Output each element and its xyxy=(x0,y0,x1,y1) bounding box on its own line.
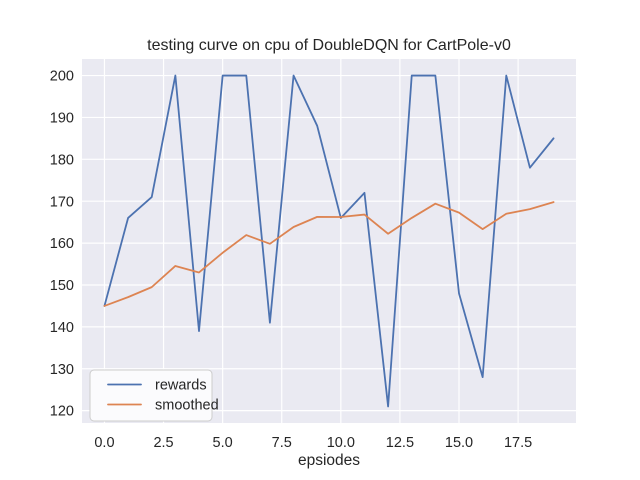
y-tick-label: 150 xyxy=(50,278,74,294)
smoothed-line xyxy=(103,201,555,307)
y-tick-label: 120 xyxy=(50,404,74,420)
y-tick-label: 200 xyxy=(50,69,74,85)
x-tick-label: 10.0 xyxy=(327,435,355,451)
y-tick-label: 170 xyxy=(50,194,74,210)
y-tick-label: 130 xyxy=(50,362,74,378)
legend-box xyxy=(89,369,213,422)
legend-label-smoothed: smoothed xyxy=(155,398,219,414)
x-tick-label: 5.0 xyxy=(213,435,233,451)
y-tick-label: 160 xyxy=(50,236,74,252)
legend-label-rewards: rewards xyxy=(155,378,207,394)
x-tick-label: 15.0 xyxy=(445,435,473,451)
x-tick-label: 7.5 xyxy=(272,435,292,451)
legend: rewards smoothed xyxy=(89,369,219,422)
x-axis-label: epsiodes xyxy=(297,452,361,469)
x-tick-label: 17.5 xyxy=(504,435,532,451)
y-tick-label: 140 xyxy=(50,320,74,336)
x-tick-label: 2.5 xyxy=(153,435,173,451)
y-tick-label: 190 xyxy=(50,111,74,127)
x-tick-label: 0.0 xyxy=(94,435,114,451)
rewards-line xyxy=(103,74,555,408)
chart-title: testing curve on cpu of DoubleDQN for Ca… xyxy=(147,37,511,54)
y-tick-label: 180 xyxy=(50,152,74,168)
x-tick-label: 12.5 xyxy=(386,435,414,451)
